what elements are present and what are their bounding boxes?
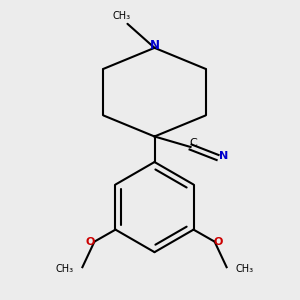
Text: N: N: [149, 39, 160, 52]
Text: CH₃: CH₃: [236, 264, 254, 274]
Text: O: O: [86, 237, 95, 247]
Text: C: C: [190, 138, 197, 148]
Text: CH₃: CH₃: [55, 264, 74, 274]
Text: N: N: [219, 151, 228, 161]
Text: CH₃: CH₃: [112, 11, 130, 21]
Text: O: O: [214, 237, 223, 247]
